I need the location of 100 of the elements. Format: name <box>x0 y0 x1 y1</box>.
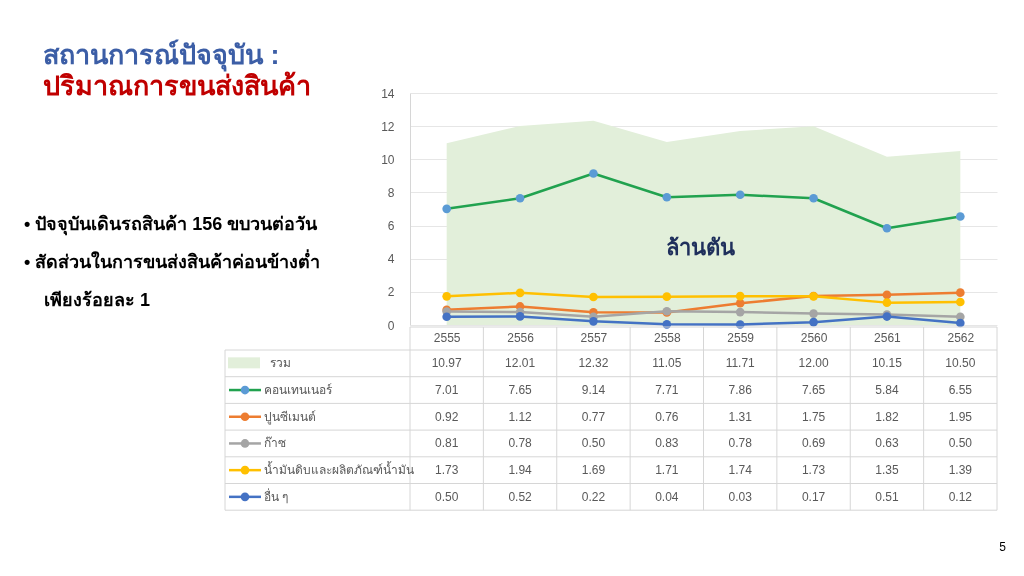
data-label: 0.03 <box>728 489 753 504</box>
point <box>515 312 525 321</box>
y-tick-label: 6 <box>387 219 395 234</box>
data-label: 0.04 <box>655 489 679 504</box>
text: ปริมาณการขนส่งสินค้า <box>43 71 311 101</box>
point <box>515 288 525 298</box>
x-tick-label: 2560 <box>800 330 828 345</box>
y-tick-label: 8 <box>387 185 395 200</box>
data-label: 1.73 <box>435 463 459 478</box>
x-tick-label: 2555 <box>433 330 461 345</box>
data-label: 0.78 <box>728 436 753 451</box>
data-label: 0.22 <box>581 489 606 504</box>
data-label: 7.65 <box>801 383 826 398</box>
data-label: 10.15 <box>871 356 903 371</box>
x-tick-label: 2559 <box>727 330 755 345</box>
data-label: 10.97 <box>431 356 463 371</box>
data-label: 1.82 <box>875 409 899 424</box>
point <box>589 292 598 302</box>
data-label: 1.74 <box>728 463 753 478</box>
data-label: 12.00 <box>798 356 829 371</box>
point <box>735 291 745 301</box>
data-label: 1.75 <box>801 409 826 424</box>
point <box>515 193 525 203</box>
point <box>955 212 965 221</box>
text: • ปัจจุบันเดินรถสินค้า 156 ขบวนต่อวัน <box>24 214 319 236</box>
data-label: 1.31 <box>728 409 753 424</box>
data-label: 0.51 <box>875 489 899 504</box>
data-label: 0.63 <box>875 436 899 451</box>
data-label: 7.71 <box>655 383 679 398</box>
data-label: 5.84 <box>875 383 899 398</box>
y-tick-label: 2 <box>387 285 395 300</box>
point <box>442 204 452 214</box>
text: สถานการณ์ปัจจุบัน : <box>43 39 280 72</box>
data-label: 10.50 <box>945 356 976 371</box>
data-label: 1.73 <box>801 463 826 478</box>
point <box>882 298 892 307</box>
data-label: 0.50 <box>948 436 973 451</box>
text: 5 <box>999 540 1007 554</box>
point <box>589 169 598 178</box>
data-label: 0.69 <box>801 436 826 451</box>
point <box>442 292 452 301</box>
legend-label: อื่น ๆ <box>264 487 289 504</box>
data-label: 7.01 <box>435 383 459 398</box>
data-label: 7.86 <box>728 383 753 398</box>
data-label: 0.78 <box>508 436 533 451</box>
y-tick-label: 12 <box>381 119 395 134</box>
data-label: 0.12 <box>948 489 973 504</box>
data-label: 0.92 <box>435 409 459 424</box>
x-tick-label: 2561 <box>874 330 902 345</box>
point <box>809 309 818 318</box>
data-label: 1.39 <box>948 463 973 478</box>
data-label: 1.94 <box>508 463 533 478</box>
point <box>809 317 818 327</box>
y-tick-label: 4 <box>387 252 395 267</box>
point <box>955 288 965 298</box>
legend-label: น้ำมันดิบและผลิตภัณฑ์น้ำมัน <box>264 461 414 478</box>
point <box>955 318 965 328</box>
point <box>809 193 818 203</box>
data-label: 1.95 <box>948 409 973 424</box>
x-tick-label: 2562 <box>947 330 975 345</box>
data-label: 0.76 <box>655 409 679 424</box>
y-tick-label: 0 <box>387 318 395 333</box>
point <box>662 292 672 301</box>
data-label: 6.55 <box>948 383 973 398</box>
legend-label: ปูนซีเมนต์ <box>264 409 316 425</box>
x-tick-label: 2558 <box>653 330 681 345</box>
legend-label: รวม <box>270 356 291 371</box>
point <box>735 307 745 317</box>
data-label: 11.05 <box>652 356 682 371</box>
data-label: 11.71 <box>725 356 756 371</box>
data-label: 12.32 <box>578 356 609 371</box>
legend-label: ก๊าซ <box>264 436 286 451</box>
data-label: 1.12 <box>508 409 533 424</box>
x-tick-label: 2556 <box>507 330 535 345</box>
data-label: 12.01 <box>505 356 536 371</box>
data-label: 9.14 <box>581 383 606 398</box>
data-label: 0.50 <box>435 489 459 504</box>
data-label: 0.52 <box>508 489 533 504</box>
point <box>735 190 745 200</box>
data-label: 0.17 <box>801 489 826 504</box>
x-tick-label: 2557 <box>580 330 608 345</box>
data-label: 0.83 <box>655 436 679 451</box>
point <box>955 297 965 307</box>
point <box>589 317 598 326</box>
data-label: 1.69 <box>581 463 606 478</box>
point <box>882 290 892 300</box>
point <box>662 192 672 202</box>
data-label: 0.81 <box>435 436 459 451</box>
data-label: 1.35 <box>875 463 899 478</box>
legend-label: คอนเทนเนอร์ <box>264 383 333 398</box>
data-label: 1.71 <box>655 463 679 478</box>
y-tick-label: 10 <box>381 152 395 167</box>
y-axis-title: ล้านตัน <box>665 235 735 260</box>
y-tick-label: 14 <box>381 86 395 101</box>
data-label: 0.77 <box>581 409 606 424</box>
point <box>442 312 452 322</box>
text: • สัดส่วนในการขนส่งสินค้าค่อนข้างต่ำ เพียงร้อยละ 1 <box>24 249 321 310</box>
data-label: 7.65 <box>508 383 533 398</box>
point <box>882 223 892 233</box>
data-label: 0.50 <box>581 436 606 451</box>
